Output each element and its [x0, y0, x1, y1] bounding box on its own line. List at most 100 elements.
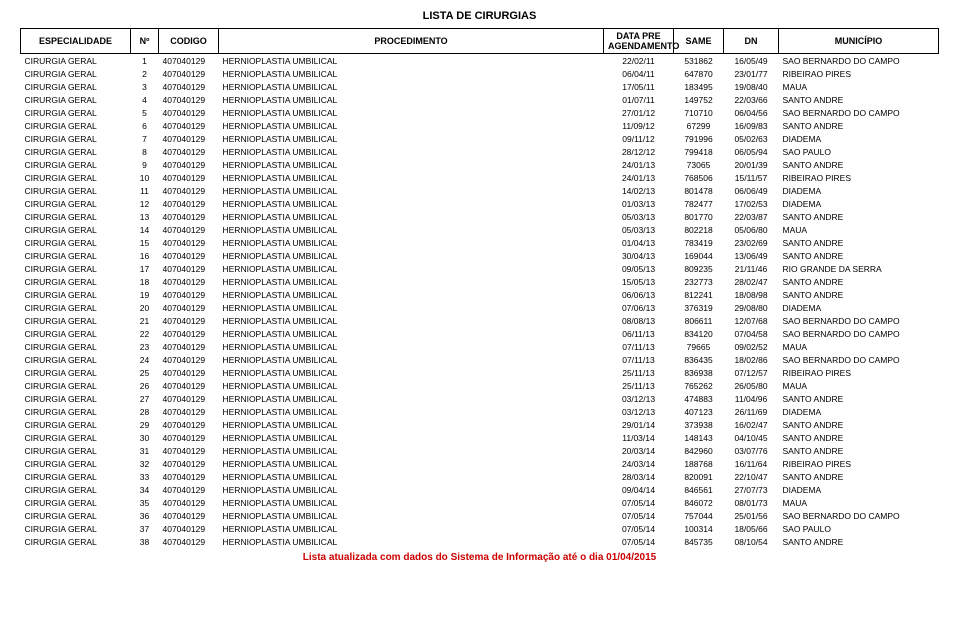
cell-data: 29/01/14 [604, 418, 674, 431]
cell-no: 12 [131, 197, 159, 210]
cell-no: 8 [131, 145, 159, 158]
cell-no: 36 [131, 509, 159, 522]
cell-municipio: SAO PAULO [779, 145, 939, 158]
cell-same: 100314 [674, 522, 724, 535]
cell-data: 24/01/13 [604, 171, 674, 184]
cell-codigo: 407040129 [159, 470, 219, 483]
table-row: CIRURGIA GERAL27407040129HERNIOPLASTIA U… [21, 392, 939, 405]
cell-codigo: 407040129 [159, 535, 219, 548]
cell-especialidade: CIRURGIA GERAL [21, 236, 131, 249]
cell-procedimento: HERNIOPLASTIA UMBILICAL [219, 392, 604, 405]
cell-data: 07/06/13 [604, 301, 674, 314]
cell-data: 17/05/11 [604, 80, 674, 93]
cell-dn: 25/01/56 [724, 509, 779, 522]
cell-dn: 17/02/53 [724, 197, 779, 210]
cell-especialidade: CIRURGIA GERAL [21, 353, 131, 366]
cell-municipio: SAO BERNARDO DO CAMPO [779, 314, 939, 327]
cell-data: 09/05/13 [604, 262, 674, 275]
cell-codigo: 407040129 [159, 431, 219, 444]
cell-data: 27/01/12 [604, 106, 674, 119]
cell-codigo: 407040129 [159, 288, 219, 301]
cell-dn: 22/03/87 [724, 210, 779, 223]
cell-dn: 18/05/66 [724, 522, 779, 535]
cell-data: 14/02/13 [604, 184, 674, 197]
cell-dn: 05/02/63 [724, 132, 779, 145]
header-especialidade: ESPECIALIDADE [21, 29, 131, 54]
cell-no: 5 [131, 106, 159, 119]
cell-same: 232773 [674, 275, 724, 288]
cell-municipio: MAUA [779, 379, 939, 392]
cell-procedimento: HERNIOPLASTIA UMBILICAL [219, 236, 604, 249]
cell-especialidade: CIRURGIA GERAL [21, 496, 131, 509]
cell-codigo: 407040129 [159, 249, 219, 262]
cell-procedimento: HERNIOPLASTIA UMBILICAL [219, 470, 604, 483]
table-row: CIRURGIA GERAL7407040129HERNIOPLASTIA UM… [21, 132, 939, 145]
cell-no: 33 [131, 470, 159, 483]
cell-codigo: 407040129 [159, 509, 219, 522]
cell-same: 783419 [674, 236, 724, 249]
cell-data: 08/08/13 [604, 314, 674, 327]
cell-especialidade: CIRURGIA GERAL [21, 522, 131, 535]
cell-same: 149752 [674, 93, 724, 106]
cell-data: 05/03/13 [604, 210, 674, 223]
table-row: CIRURGIA GERAL37407040129HERNIOPLASTIA U… [21, 522, 939, 535]
cell-dn: 16/02/47 [724, 418, 779, 431]
cell-codigo: 407040129 [159, 340, 219, 353]
cell-municipio: SAO BERNARDO DO CAMPO [779, 353, 939, 366]
surgery-table: ESPECIALIDADE Nº CODIGO PROCEDIMENTO DAT… [20, 28, 939, 548]
cell-dn: 16/11/64 [724, 457, 779, 470]
cell-especialidade: CIRURGIA GERAL [21, 93, 131, 106]
table-row: CIRURGIA GERAL22407040129HERNIOPLASTIA U… [21, 327, 939, 340]
cell-procedimento: HERNIOPLASTIA UMBILICAL [219, 262, 604, 275]
cell-especialidade: CIRURGIA GERAL [21, 535, 131, 548]
cell-dn: 06/05/94 [724, 145, 779, 158]
table-body: CIRURGIA GERAL1407040129HERNIOPLASTIA UM… [21, 54, 939, 549]
cell-data: 07/05/14 [604, 535, 674, 548]
header-no: Nº [131, 29, 159, 54]
table-row: CIRURGIA GERAL38407040129HERNIOPLASTIA U… [21, 535, 939, 548]
cell-procedimento: HERNIOPLASTIA UMBILICAL [219, 405, 604, 418]
cell-municipio: SANTO ANDRE [779, 431, 939, 444]
cell-data: 25/11/13 [604, 379, 674, 392]
cell-codigo: 407040129 [159, 405, 219, 418]
cell-codigo: 407040129 [159, 379, 219, 392]
cell-municipio: MAUA [779, 340, 939, 353]
cell-procedimento: HERNIOPLASTIA UMBILICAL [219, 496, 604, 509]
cell-same: 834120 [674, 327, 724, 340]
cell-especialidade: CIRURGIA GERAL [21, 327, 131, 340]
cell-procedimento: HERNIOPLASTIA UMBILICAL [219, 379, 604, 392]
cell-no: 15 [131, 236, 159, 249]
cell-codigo: 407040129 [159, 236, 219, 249]
cell-codigo: 407040129 [159, 210, 219, 223]
cell-same: 73065 [674, 158, 724, 171]
table-row: CIRURGIA GERAL33407040129HERNIOPLASTIA U… [21, 470, 939, 483]
cell-especialidade: CIRURGIA GERAL [21, 444, 131, 457]
cell-no: 25 [131, 366, 159, 379]
table-row: CIRURGIA GERAL4407040129HERNIOPLASTIA UM… [21, 93, 939, 106]
cell-codigo: 407040129 [159, 54, 219, 68]
cell-same: 647870 [674, 67, 724, 80]
cell-municipio: SANTO ANDRE [779, 236, 939, 249]
cell-especialidade: CIRURGIA GERAL [21, 184, 131, 197]
cell-procedimento: HERNIOPLASTIA UMBILICAL [219, 353, 604, 366]
cell-procedimento: HERNIOPLASTIA UMBILICAL [219, 418, 604, 431]
cell-dn: 26/11/69 [724, 405, 779, 418]
cell-procedimento: HERNIOPLASTIA UMBILICAL [219, 509, 604, 522]
table-row: CIRURGIA GERAL31407040129HERNIOPLASTIA U… [21, 444, 939, 457]
cell-procedimento: HERNIOPLASTIA UMBILICAL [219, 327, 604, 340]
table-row: CIRURGIA GERAL9407040129HERNIOPLASTIA UM… [21, 158, 939, 171]
cell-same: 836435 [674, 353, 724, 366]
cell-same: 802218 [674, 223, 724, 236]
cell-data: 07/05/14 [604, 496, 674, 509]
cell-dn: 28/02/47 [724, 275, 779, 288]
cell-data: 24/03/14 [604, 457, 674, 470]
cell-dn: 09/02/52 [724, 340, 779, 353]
cell-no: 23 [131, 340, 159, 353]
cell-procedimento: HERNIOPLASTIA UMBILICAL [219, 67, 604, 80]
cell-no: 7 [131, 132, 159, 145]
cell-municipio: SANTO ANDRE [779, 119, 939, 132]
cell-dn: 04/10/45 [724, 431, 779, 444]
cell-data: 15/05/13 [604, 275, 674, 288]
cell-especialidade: CIRURGIA GERAL [21, 158, 131, 171]
cell-no: 1 [131, 54, 159, 68]
